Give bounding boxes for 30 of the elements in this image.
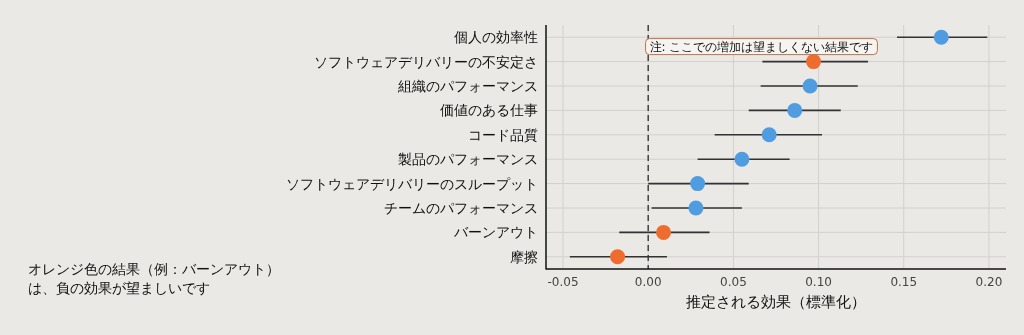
annotation: 注: ここでの増加は望ましくない結果です [649,39,874,54]
point [690,176,706,192]
x-tick-label: 0.20 [975,275,1003,289]
x-tick-label: 0.00 [634,275,662,289]
x-tick-label: -0.05 [547,275,579,289]
point [787,102,803,118]
y-tick-label: 摩擦 [510,248,538,265]
x-tick-label: 0.15 [890,275,918,289]
x-tick-label: 0.05 [720,275,747,289]
text: オレンジ色の結果（例：バーンアウト） [28,261,280,277]
y-tick-label: 個人の効率性 [454,29,538,46]
y-tick-label: コード品質 [468,126,538,143]
point [802,78,818,94]
point [734,151,750,167]
point [610,249,626,265]
point [761,127,777,143]
x-axis-title: 推定される効果（標準化） [686,293,866,311]
y-tick-label: 価値のある仕事 [440,102,538,119]
x-tick-label: 0.10 [805,275,832,289]
point [688,200,704,216]
y-tick-label: バーンアウト [453,224,538,241]
point [805,54,821,70]
y-tick-label: ソフトウェアデリバリーの不安定さ [314,53,538,70]
y-tick-label: ソフトウェアデリバリーのスループット [286,175,538,192]
y-tick-label: チームのパフォーマンス [384,200,538,216]
point [656,224,672,240]
y-tick-label: 組織のパフォーマンス [397,78,538,94]
y-tick-label: 製品のパフォーマンス [398,151,538,168]
text: は、負の効果が望ましいです [28,280,210,296]
point [933,29,949,45]
